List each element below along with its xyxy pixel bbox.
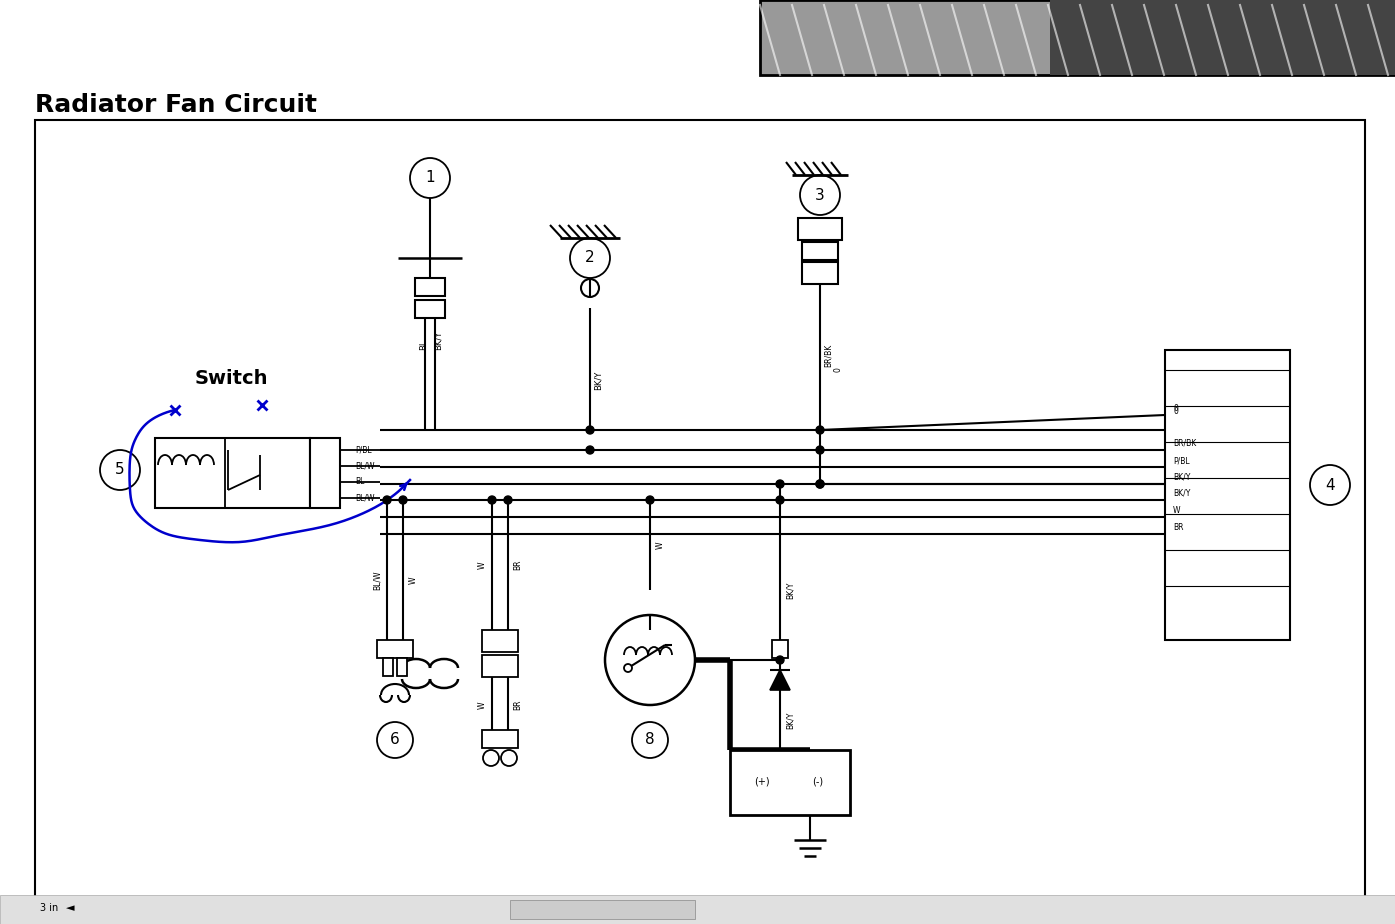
Circle shape <box>586 446 594 454</box>
Text: BR/BK: BR/BK <box>823 344 833 367</box>
Circle shape <box>799 175 840 215</box>
Text: 2: 2 <box>585 250 594 265</box>
Circle shape <box>580 279 598 297</box>
Text: 6: 6 <box>391 733 400 748</box>
Bar <box>798 218 843 240</box>
Text: W: W <box>477 701 487 709</box>
Bar <box>483 655 518 677</box>
Text: BL/W: BL/W <box>354 461 374 470</box>
Circle shape <box>624 664 632 672</box>
Text: BR: BR <box>1173 523 1183 532</box>
Circle shape <box>488 496 497 504</box>
Text: P/BL: P/BL <box>1173 456 1190 465</box>
Text: (+): (+) <box>755 777 770 787</box>
Circle shape <box>816 480 824 488</box>
Text: Radiator Fan Circuit: Radiator Fan Circuit <box>35 93 317 117</box>
Text: 0: 0 <box>1173 404 1177 413</box>
Text: BK/Y: BK/Y <box>785 711 795 729</box>
Bar <box>414 300 445 318</box>
Text: BK/Y: BK/Y <box>434 331 442 349</box>
Text: W: W <box>409 577 417 584</box>
Text: BK/Y: BK/Y <box>1173 473 1190 482</box>
Circle shape <box>776 656 784 664</box>
Circle shape <box>377 722 413 758</box>
Circle shape <box>586 426 594 434</box>
Circle shape <box>816 426 824 434</box>
Text: BK/Y: BK/Y <box>1173 489 1190 498</box>
Bar <box>802 262 838 284</box>
Bar <box>414 278 445 296</box>
Text: W: W <box>1173 506 1180 515</box>
Polygon shape <box>770 670 790 690</box>
Bar <box>771 640 788 658</box>
Text: Switch: Switch <box>195 369 268 387</box>
Bar <box>155 438 310 508</box>
Text: 0: 0 <box>833 368 843 372</box>
Text: BL: BL <box>354 478 364 487</box>
Text: BR: BR <box>513 699 523 711</box>
Circle shape <box>100 450 140 490</box>
Bar <box>1050 0 1395 75</box>
Text: BL: BL <box>420 340 428 350</box>
Text: ◄: ◄ <box>66 903 74 913</box>
Bar <box>0 895 1395 924</box>
Bar <box>730 750 850 815</box>
Bar <box>483 630 518 652</box>
Circle shape <box>399 496 407 504</box>
Text: 8: 8 <box>644 733 654 748</box>
Text: BR: BR <box>513 560 523 570</box>
Text: P/BL: P/BL <box>354 445 371 455</box>
Text: BL/W: BL/W <box>354 493 374 503</box>
Text: BK/Y: BK/Y <box>785 581 795 599</box>
Text: 5: 5 <box>116 463 124 478</box>
Text: W: W <box>477 561 487 569</box>
Text: BL/W: BL/W <box>372 570 381 590</box>
Circle shape <box>571 238 610 278</box>
Text: 0: 0 <box>1173 407 1177 417</box>
Bar <box>35 120 1364 910</box>
Circle shape <box>776 496 784 504</box>
Circle shape <box>501 750 518 766</box>
Bar <box>310 438 340 508</box>
Bar <box>483 730 518 748</box>
Circle shape <box>1310 465 1350 505</box>
Circle shape <box>483 750 499 766</box>
Text: 3 in: 3 in <box>40 903 59 913</box>
Text: BK/Y: BK/Y <box>593 371 603 390</box>
Circle shape <box>384 496 391 504</box>
Bar <box>377 640 413 658</box>
Bar <box>1165 350 1290 640</box>
Circle shape <box>605 615 695 705</box>
Circle shape <box>816 480 824 488</box>
Bar <box>511 900 695 919</box>
Bar <box>384 658 393 676</box>
Text: 1: 1 <box>425 171 435 186</box>
Circle shape <box>632 722 668 758</box>
Bar <box>802 242 838 260</box>
Circle shape <box>410 158 451 198</box>
Circle shape <box>504 496 512 504</box>
Bar <box>760 0 1395 75</box>
Circle shape <box>816 446 824 454</box>
Text: 4: 4 <box>1325 478 1335 492</box>
Circle shape <box>646 496 654 504</box>
Text: 3: 3 <box>815 188 824 202</box>
Circle shape <box>776 480 784 488</box>
Bar <box>398 658 407 676</box>
Text: W: W <box>656 541 664 549</box>
Text: (-): (-) <box>812 777 823 787</box>
Text: BR/BK: BR/BK <box>1173 439 1197 448</box>
